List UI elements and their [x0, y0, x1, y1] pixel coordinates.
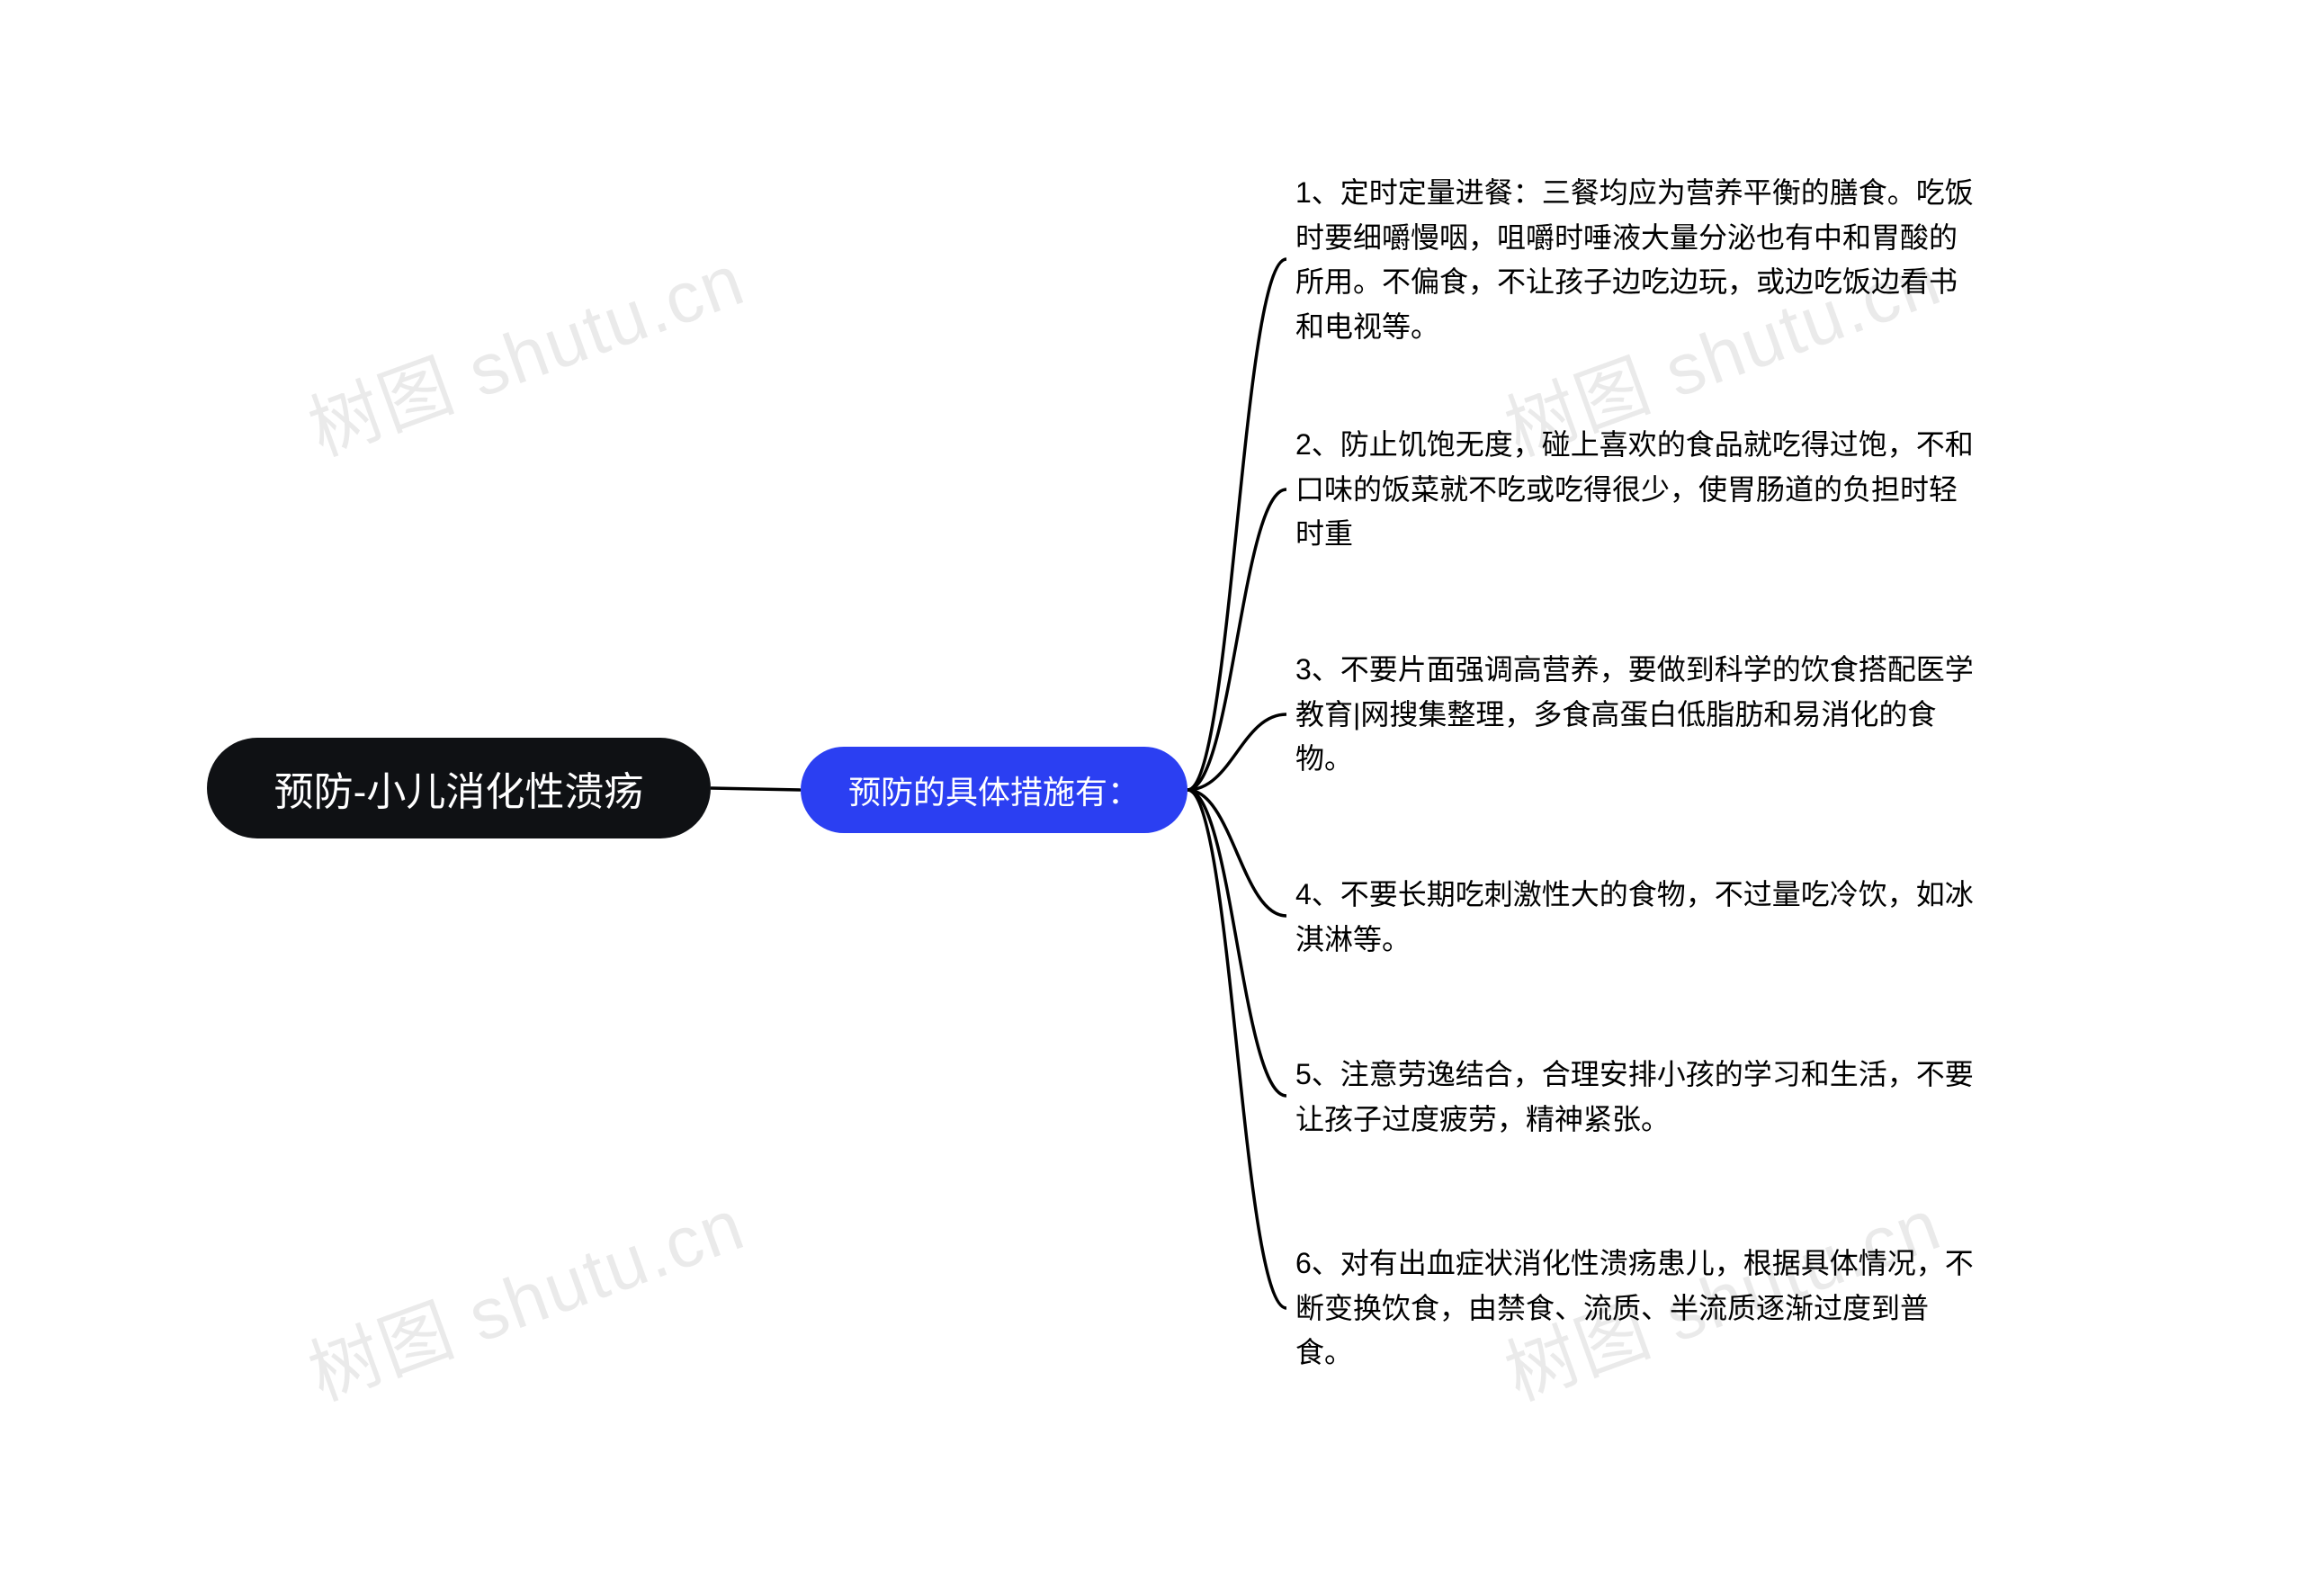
leaf-text: 5、注意劳逸结合，合理安排小孩的学习和生活，不要让孩子过度疲劳，精神紧张。 — [1295, 1058, 1974, 1135]
root-node-label: 预防-小儿消化性溃疡 — [274, 759, 644, 817]
watermark: 树图 shutu.cn — [292, 1167, 757, 1421]
sub-node-label: 预防的具体措施有： — [848, 767, 1140, 813]
root-node[interactable]: 预防-小儿消化性溃疡 — [207, 738, 711, 838]
watermark: 树图 shutu.cn — [292, 222, 757, 476]
mindmap-canvas: 树图 shutu.cn树图 shutu.cn树图 shutu.cn树图 shut… — [0, 0, 2303, 1596]
sub-node[interactable]: 预防的具体措施有： — [801, 747, 1187, 833]
leaf-text: 3、不要片面强调高营养，要做到科学的饮食搭配医学教育|网搜集整理，多食高蛋白低脂… — [1295, 653, 1974, 775]
leaf-node[interactable]: 4、不要长期吃刺激性大的食物，不过量吃冷饮，如冰淇淋等。 — [1295, 873, 1979, 962]
leaf-text: 6、对有出血症状消化性溃疡患儿，根据具体情况，不断变换饮食，由禁食、流质、半流质… — [1295, 1247, 1974, 1368]
leaf-text: 2、防止饥饱无度，碰上喜欢的食品就吃得过饱，不和口味的饭菜就不吃或吃得很少，使胃… — [1295, 428, 1974, 550]
leaf-node[interactable]: 3、不要片面强调高营养，要做到科学的饮食搭配医学教育|网搜集整理，多食高蛋白低脂… — [1295, 648, 1979, 782]
leaf-node[interactable]: 5、注意劳逸结合，合理安排小孩的学习和生活，不要让孩子过度疲劳，精神紧张。 — [1295, 1053, 1979, 1142]
leaf-text: 4、不要长期吃刺激性大的食物，不过量吃冷饮，如冰淇淋等。 — [1295, 878, 1974, 955]
leaf-node[interactable]: 2、防止饥饱无度，碰上喜欢的食品就吃得过饱，不和口味的饭菜就不吃或吃得很少，使胃… — [1295, 423, 1979, 557]
leaf-node[interactable]: 1、定时定量进餐：三餐均应为营养平衡的膳食。吃饭时要细嚼慢咽，咀嚼时唾液大量分泌… — [1295, 171, 1979, 349]
leaf-node[interactable]: 6、对有出血症状消化性溃疡患儿，根据具体情况，不断变换饮食，由禁食、流质、半流质… — [1295, 1242, 1979, 1376]
leaf-text: 1、定时定量进餐：三餐均应为营养平衡的膳食。吃饭时要细嚼慢咽，咀嚼时唾液大量分泌… — [1295, 176, 1974, 343]
